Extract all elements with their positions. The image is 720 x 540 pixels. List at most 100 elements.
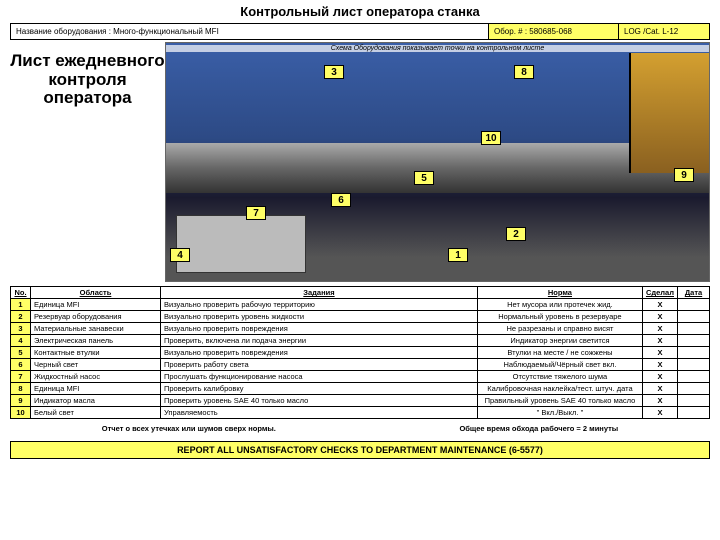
cell-area: Резервуар оборудования: [31, 311, 161, 323]
tag-9: 9: [674, 168, 694, 182]
col-num: No.: [11, 287, 31, 299]
table-row: 2Резервуар оборудованияВизуально провери…: [11, 311, 710, 323]
cell-norm: Втулки на месте / не сожжены: [477, 347, 642, 359]
cell-area: Белый свет: [31, 407, 161, 419]
cell-area: Жидкостный насос: [31, 371, 161, 383]
cell-norm: Наблюдаемый/Чёрный свет вкл.: [477, 359, 642, 371]
cell-num: 9: [11, 395, 31, 407]
cell-norm: Индикатор энергии светится: [477, 335, 642, 347]
cell-num: 2: [11, 311, 31, 323]
cell-task: Визуально проверить повреждения: [161, 323, 478, 335]
header-bar: Название оборудования : Много-функционал…: [10, 23, 710, 40]
electrical-panel: [176, 215, 306, 273]
col-task: Задания: [161, 287, 478, 299]
cell-check: X: [642, 335, 677, 347]
tag-10: 10: [481, 131, 501, 145]
left-heading: Лист ежедневного контроля оператора: [10, 42, 165, 282]
cell-check: X: [642, 359, 677, 371]
cell-check: X: [642, 407, 677, 419]
oil-inset: [629, 53, 709, 173]
tag-1: 1: [448, 248, 468, 262]
cell-check: X: [642, 299, 677, 311]
cell-area: Единица MFI: [31, 299, 161, 311]
cell-area: Контактные втулки: [31, 347, 161, 359]
equip-number: Обор. # : 580685-068: [489, 24, 619, 39]
cell-check: X: [642, 383, 677, 395]
cell-norm: Нет мусора или протечек жид.: [477, 299, 642, 311]
cell-task: Прослушать функционирование насоса: [161, 371, 478, 383]
table-row: 5Контактные втулкиВизуально проверить по…: [11, 347, 710, 359]
cell-task: Визуально проверить повреждения: [161, 347, 478, 359]
cell-check: X: [642, 311, 677, 323]
table-header-row: No. Область Задания Норма Сделал Дата: [11, 287, 710, 299]
footer-right: Общее время обхода рабочего = 2 минуты: [459, 424, 618, 433]
tag-6: 6: [331, 193, 351, 207]
cell-check: X: [642, 371, 677, 383]
table-row: 6Черный светПроверить работу светаНаблюд…: [11, 359, 710, 371]
cell-task: Проверить калибровку: [161, 383, 478, 395]
log-cat: LOG /Cat. L-12: [619, 24, 709, 39]
cell-norm: Правильный уровень SAE 40 только масло: [477, 395, 642, 407]
cell-num: 4: [11, 335, 31, 347]
tag-7: 7: [246, 206, 266, 220]
cell-num: 6: [11, 359, 31, 371]
cell-num: 10: [11, 407, 31, 419]
table-row: 9Индикатор маслаПроверить уровень SAE 40…: [11, 395, 710, 407]
cell-date: [678, 323, 710, 335]
cell-num: 3: [11, 323, 31, 335]
cell-date: [678, 299, 710, 311]
cell-norm: Отсутствие тяжелого шума: [477, 371, 642, 383]
report-banner: REPORT ALL UNSATISFACTORY CHECKS TO DEPA…: [10, 441, 710, 459]
cell-norm: Калибровочная наклейка/тест. штуч. дата: [477, 383, 642, 395]
cell-task: Визуально проверить рабочую территорию: [161, 299, 478, 311]
cell-area: Черный свет: [31, 359, 161, 371]
cell-task: Управляемость: [161, 407, 478, 419]
table-row: 7Жидкостный насосПрослушать функциониров…: [11, 371, 710, 383]
cell-task: Проверить уровень SAE 40 только масло: [161, 395, 478, 407]
col-check: Сделал: [642, 287, 677, 299]
page-title: Контрольный лист оператора станка: [10, 4, 710, 19]
cell-date: [678, 383, 710, 395]
table-row: 3Материальные занавескиВизуально провери…: [11, 323, 710, 335]
cell-check: X: [642, 323, 677, 335]
cell-date: [678, 311, 710, 323]
cell-norm: Нормальный уровень в резервуаре: [477, 311, 642, 323]
cell-area: Электрическая панель: [31, 335, 161, 347]
cell-area: Индикатор масла: [31, 395, 161, 407]
cell-check: X: [642, 395, 677, 407]
cell-date: [678, 407, 710, 419]
tag-8: 8: [514, 65, 534, 79]
table-row: 4Электрическая панельПроверить, включена…: [11, 335, 710, 347]
cell-date: [678, 371, 710, 383]
col-norm: Норма: [477, 287, 642, 299]
cell-check: X: [642, 347, 677, 359]
cell-task: Визуально проверить уровень жидкости: [161, 311, 478, 323]
equipment-diagram: Схема Оборудования показывает точки на к…: [165, 42, 710, 282]
cell-task: Проверить работу света: [161, 359, 478, 371]
col-area: Область: [31, 287, 161, 299]
cell-date: [678, 347, 710, 359]
footer-left: Отчет о всех утечках или шумов сверх нор…: [102, 424, 276, 433]
cell-norm: Не разрезаны и справно висят: [477, 323, 642, 335]
table-row: 10Белый светУправляемость" Вкл./Выкл. "X: [11, 407, 710, 419]
footer-notes: Отчет о всех утечках или шумов сверх нор…: [10, 424, 710, 433]
cell-area: Единица MFI: [31, 383, 161, 395]
col-date: Дата: [678, 287, 710, 299]
cell-task: Проверить, включена ли подача энергии: [161, 335, 478, 347]
cell-num: 7: [11, 371, 31, 383]
tag-5: 5: [414, 171, 434, 185]
tag-4: 4: [170, 248, 190, 262]
cell-num: 8: [11, 383, 31, 395]
cell-num: 5: [11, 347, 31, 359]
table-row: 8Единица MFIПроверить калибровкуКалибров…: [11, 383, 710, 395]
cell-date: [678, 395, 710, 407]
checklist-table: No. Область Задания Норма Сделал Дата 1Е…: [10, 286, 710, 419]
cell-date: [678, 359, 710, 371]
diagram-subtitle: Схема Оборудования показывает точки на к…: [166, 45, 709, 52]
equip-name: Название оборудования : Много-функционал…: [11, 24, 489, 39]
cell-area: Материальные занавески: [31, 323, 161, 335]
tag-2: 2: [506, 227, 526, 241]
cell-norm: " Вкл./Выкл. ": [477, 407, 642, 419]
table-row: 1Единица MFIВизуально проверить рабочую …: [11, 299, 710, 311]
main-area: Лист ежедневного контроля оператора Схем…: [10, 42, 710, 282]
